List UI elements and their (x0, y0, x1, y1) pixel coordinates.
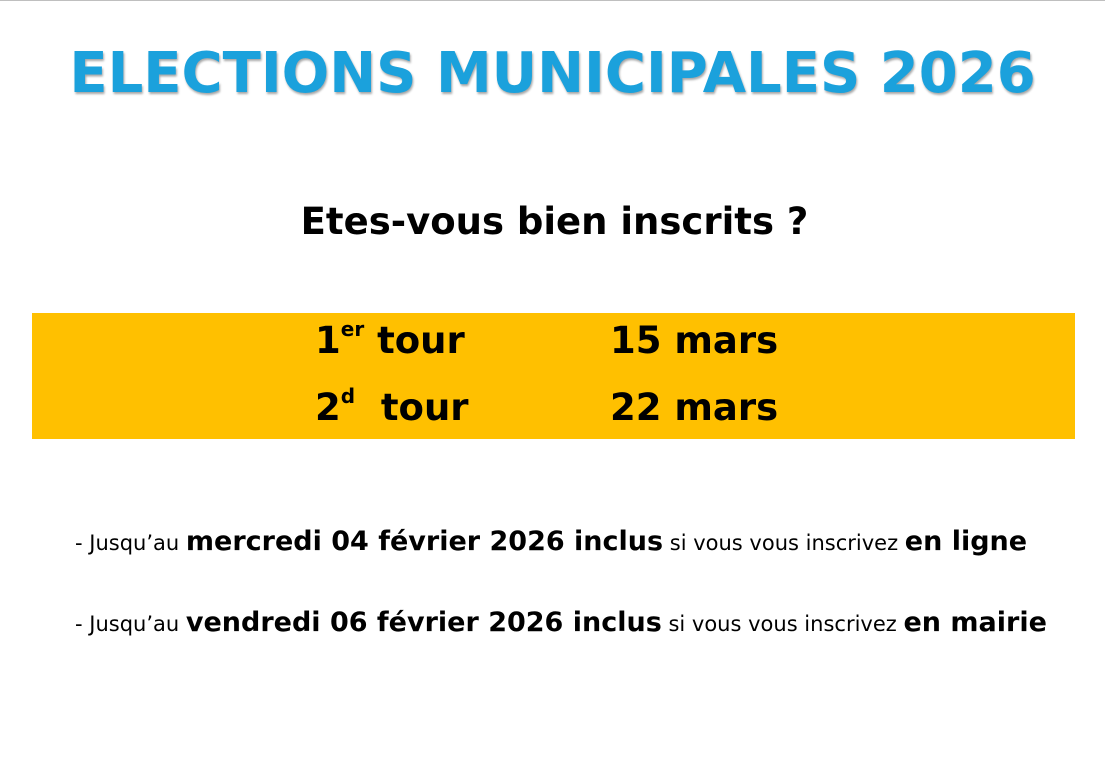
round-1-number: 1 (315, 319, 341, 362)
deadline-online-mode: en ligne (904, 526, 1028, 557)
round-2-word: tour (380, 386, 469, 429)
subtitle: Etes-vous bien inscrits ? (300, 200, 809, 243)
deadline-online: - Jusqu’au mercredi 04 février 2026 incl… (75, 522, 1027, 563)
round-1-label: 1er tour (315, 316, 535, 366)
round-2-date: 22 mars (610, 386, 779, 429)
round-2-number: 2 (315, 386, 341, 429)
deadline-townhall-mode: en mairie (903, 607, 1047, 638)
election-dates-band: 1er tour 15 mars 2d tour 22 mars (32, 313, 1075, 439)
deadline-townhall-prefix: - Jusqu’au (75, 612, 180, 636)
deadline-townhall-middle: si vous vous inscrivez (668, 612, 897, 636)
top-border (0, 0, 1105, 1)
round-1-suffix: er (340, 316, 365, 341)
deadline-online-date: mercredi 04 février 2026 inclus (185, 526, 664, 557)
deadline-online-prefix: - Jusqu’au (75, 531, 180, 555)
round-1-date: 15 mars (610, 319, 779, 362)
deadline-online-middle: si vous vous inscrivez (669, 531, 899, 555)
round-2-label: 2d tour (315, 383, 535, 433)
page-title: ELECTIONS MUNICIPALES 2026 (69, 41, 1036, 106)
deadline-townhall-date: vendredi 06 février 2026 inclus (185, 607, 662, 638)
deadline-townhall: - Jusqu’au vendredi 06 février 2026 incl… (75, 603, 1047, 644)
round-1-word: tour (377, 319, 465, 362)
round-2-suffix: d (340, 383, 356, 408)
